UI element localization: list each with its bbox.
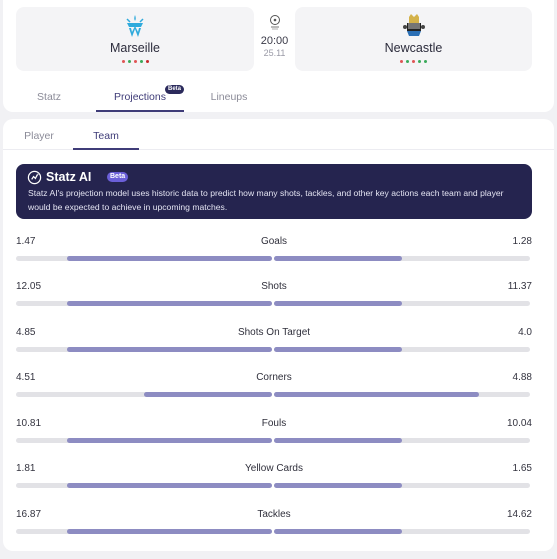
kickoff-date: 25.11	[263, 48, 286, 58]
home-stat-bar	[16, 483, 272, 488]
subtab-player-label: Player	[24, 130, 54, 142]
home-stat-bar	[16, 301, 272, 306]
form-dot	[418, 60, 421, 63]
home-stat-bar-fill	[67, 256, 272, 261]
home-stat-bar	[16, 347, 272, 352]
subtab-player[interactable]: Player	[19, 123, 59, 150]
home-stat-bar-fill	[67, 347, 272, 352]
statz-ai-beta-badge: Beta	[107, 172, 129, 182]
stat-row: 1.47 Goals 1.28	[16, 236, 532, 268]
home-stat-bar-fill	[144, 392, 272, 397]
stat-label: Yellow Cards	[245, 463, 303, 474]
statz-ai-banner: Statz AI Beta Statz AI's projection mode…	[16, 164, 532, 219]
home-stat-bar-fill	[67, 438, 272, 443]
form-dot	[139, 60, 143, 63]
away-stat-bar	[274, 301, 530, 306]
stat-label: Shots On Target	[237, 327, 311, 338]
stat-label: Shots	[261, 281, 287, 292]
stat-away-value: 1.65	[512, 463, 532, 474]
statz-ai-icon	[27, 170, 42, 185]
tab-lineups[interactable]: Lineups	[202, 82, 256, 112]
stat-row: 10.81 Fouls 10.04	[16, 418, 532, 450]
subtab-team-label: Team	[93, 130, 119, 142]
away-team-name: Newcastle	[384, 41, 443, 55]
home-stat-bar	[16, 392, 272, 397]
stat-home-value: 1.47	[16, 236, 36, 247]
main-tabs: Statz Projections Beta Lineups	[3, 82, 554, 112]
home-form-dots	[16, 60, 254, 63]
tab-statz[interactable]: Statz	[23, 82, 75, 112]
stat-row: 16.87 Tackles 14.62	[16, 509, 532, 541]
newcastle-crest-icon	[402, 14, 425, 36]
away-stat-bar	[274, 529, 530, 534]
form-dot	[400, 60, 403, 63]
away-stat-bar-fill	[274, 438, 402, 443]
away-stat-bar	[274, 392, 530, 397]
stat-home-value: 16.87	[16, 509, 42, 520]
tab-projections[interactable]: Projections Beta	[96, 82, 184, 112]
stat-home-value: 4.85	[16, 327, 36, 338]
stat-label: Corners	[256, 372, 292, 383]
stat-home-value: 10.81	[16, 418, 42, 429]
stat-label: Fouls	[261, 418, 287, 429]
tab-lineups-label: Lineups	[210, 91, 248, 103]
away-team-card[interactable]: Newcastle	[295, 7, 532, 71]
projection-subtabs: Player Team	[3, 123, 554, 150]
away-form-dots	[295, 60, 532, 63]
home-stat-bar-fill	[67, 483, 272, 488]
home-stat-bar-fill	[67, 529, 272, 534]
stat-away-value: 4.0	[518, 327, 532, 338]
stat-home-value: 4.51	[16, 372, 36, 383]
form-dot	[127, 60, 131, 63]
form-dot	[121, 60, 125, 63]
away-stat-bar-fill	[274, 301, 402, 306]
form-dot	[412, 60, 415, 63]
stat-label: Goals	[260, 236, 288, 247]
away-stat-bar	[274, 483, 530, 488]
form-dot	[145, 60, 149, 63]
match-info: 20:00 25.11	[254, 14, 295, 58]
form-dot	[406, 60, 409, 63]
away-stat-bar-fill	[274, 392, 479, 397]
stat-away-value: 10.04	[506, 418, 532, 429]
stat-row: 4.85 Shots On Target 4.0	[16, 327, 532, 359]
statz-ai-description: Statz AI's projection model uses histori…	[28, 188, 504, 212]
projections-panel: Player Team Statz AI Beta Statz AI's pro…	[3, 119, 554, 551]
away-stat-bar-fill	[274, 483, 402, 488]
away-stat-bar	[274, 256, 530, 261]
stat-label: Tackles	[257, 509, 291, 520]
subtab-team[interactable]: Team	[73, 123, 139, 150]
statz-ai-title: Statz AI	[46, 170, 92, 184]
home-team-name: Marseille	[109, 41, 160, 55]
home-stat-bar	[16, 256, 272, 261]
tab-statz-label: Statz	[37, 91, 61, 103]
home-stat-bar	[16, 438, 272, 443]
stat-home-value: 1.81	[16, 463, 36, 474]
form-dot	[133, 60, 137, 63]
champions-league-icon	[269, 15, 280, 30]
stat-away-value: 1.28	[512, 236, 532, 247]
match-header: Marseille 20:00 25.11 Newcastle Statz	[3, 0, 554, 112]
projections-beta-badge: Beta	[164, 85, 184, 94]
stat-away-value: 14.62	[506, 509, 532, 520]
stat-row: 1.81 Yellow Cards 1.65	[16, 463, 532, 495]
home-stat-bar	[16, 529, 272, 534]
away-stat-bar	[274, 438, 530, 443]
stat-row: 4.51 Corners 4.88	[16, 372, 532, 404]
form-dot	[424, 60, 427, 63]
home-team-card[interactable]: Marseille	[16, 7, 254, 71]
stat-away-value: 4.88	[512, 372, 532, 383]
marseille-crest-icon	[126, 15, 144, 37]
stat-home-value: 12.05	[16, 281, 42, 292]
stat-away-value: 11.37	[507, 281, 532, 292]
home-stat-bar-fill	[67, 301, 272, 306]
kickoff-time: 20:00	[260, 35, 289, 47]
away-stat-bar-fill	[274, 256, 402, 261]
away-stat-bar-fill	[274, 347, 402, 352]
away-stat-bar	[274, 347, 530, 352]
tab-projections-label: Projections	[114, 91, 166, 103]
stat-row: 12.05 Shots 11.37	[16, 281, 532, 313]
away-stat-bar-fill	[274, 529, 402, 534]
